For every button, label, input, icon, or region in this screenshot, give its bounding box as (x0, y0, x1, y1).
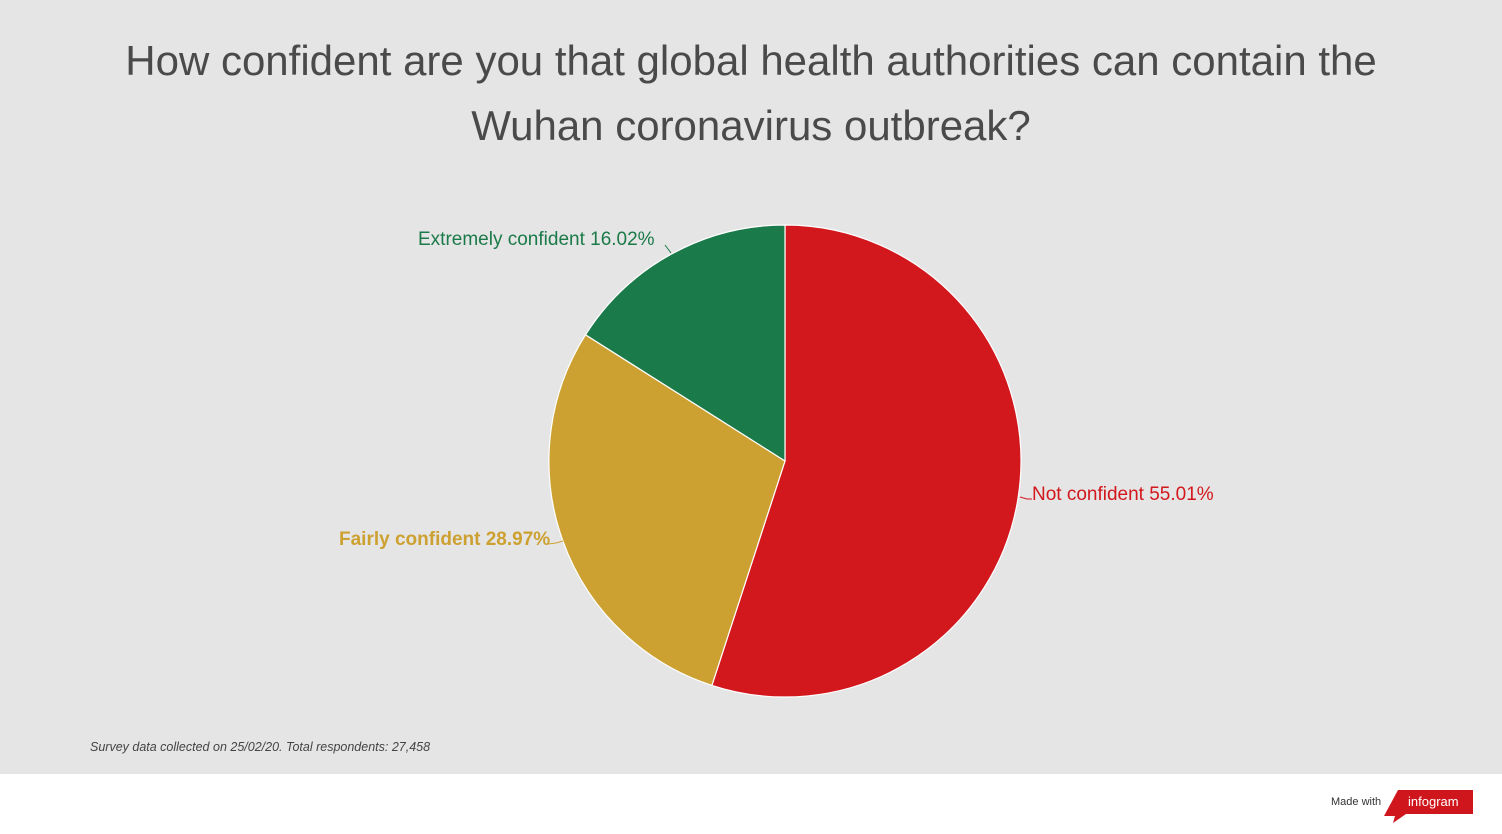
made-with-text: Made with (1331, 796, 1382, 808)
title-line-1: How confident are you that global health… (125, 37, 1377, 84)
pie-chart: Not confident 55.01% Fairly confident 28… (339, 224, 1214, 698)
leader-line-not-confident (1019, 496, 1032, 500)
survey-footnote: Survey data collected on 25/02/20. Total… (90, 740, 431, 754)
title-line-2: Wuhan coronavirus outbreak? (471, 102, 1031, 149)
leader-line-extremely-confident (664, 244, 672, 254)
leader-line-fairly-confident (547, 540, 564, 545)
label-extremely-confident: Extremely confident 16.02% (418, 229, 655, 250)
infogram-logo-icon[interactable] (1384, 790, 1476, 824)
slice-not-confident[interactable] (711, 224, 1022, 698)
label-not-confident: Not confident 55.01% (1032, 484, 1214, 505)
slice-extremely-confident[interactable] (584, 224, 786, 463)
infogram-brand-link[interactable]: infogram (1408, 794, 1459, 809)
label-fairly-confident: Fairly confident 28.97% (339, 529, 550, 550)
chart-title: How confident are you that global health… (0, 28, 1502, 158)
